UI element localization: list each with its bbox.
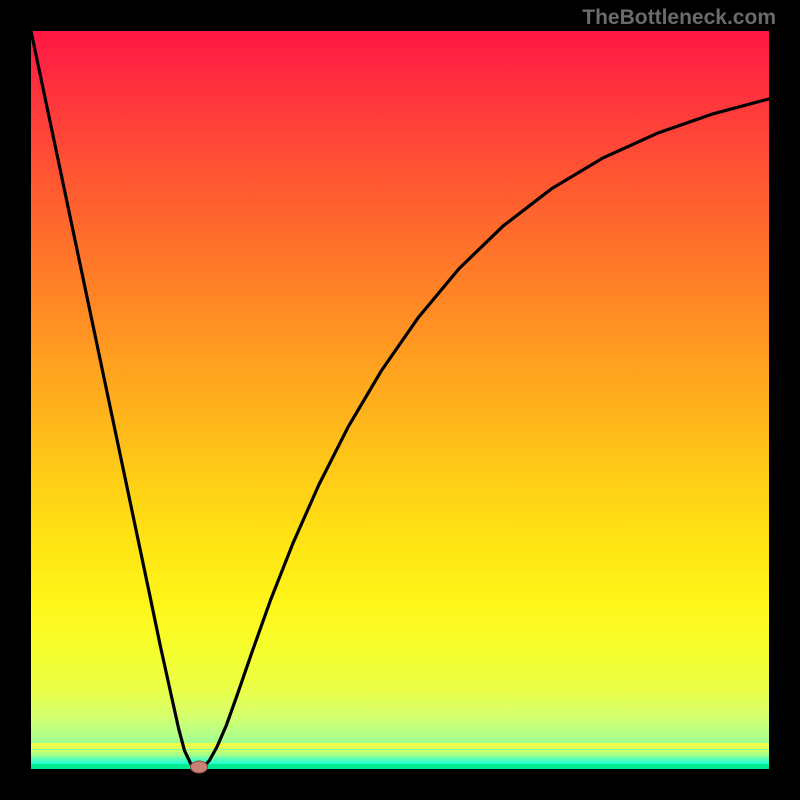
bottleneck-curve — [31, 31, 769, 769]
chart-container: TheBottleneck.com — [0, 0, 800, 800]
plot-area — [31, 31, 769, 769]
optimum-marker — [190, 760, 208, 773]
watermark-text: TheBottleneck.com — [582, 6, 776, 30]
